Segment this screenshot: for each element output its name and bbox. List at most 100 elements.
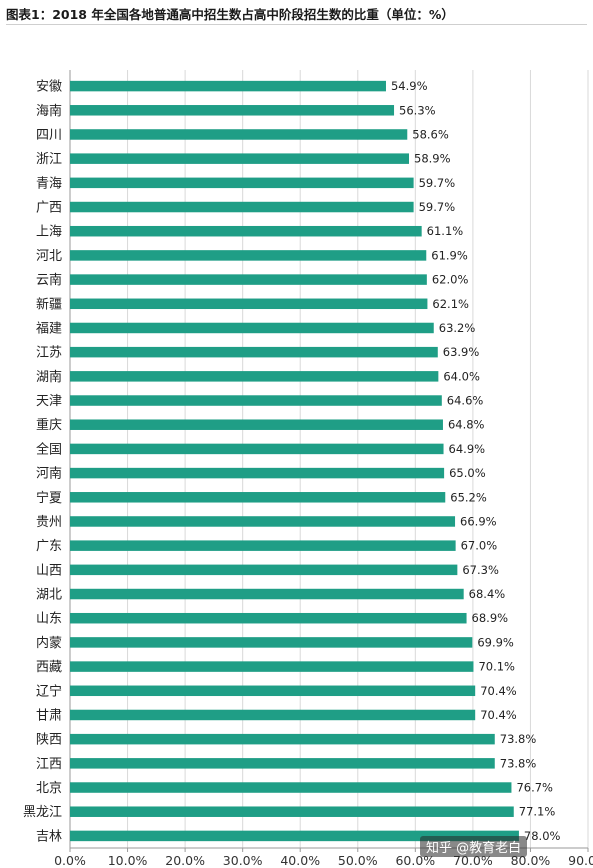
category-label: 黑龙江 <box>23 805 62 820</box>
data-label: 61.1% <box>427 224 464 238</box>
category-label: 湖南 <box>36 369 62 385</box>
data-label: 77.1% <box>519 805 556 819</box>
category-label: 湖北 <box>36 588 62 603</box>
category-label: 北京 <box>36 781 62 796</box>
data-label: 54.9% <box>391 79 428 93</box>
category-label: 江西 <box>36 757 62 772</box>
category-label: 全国 <box>36 441 62 457</box>
x-tick-label: 30.0% <box>223 853 263 868</box>
title-divider <box>6 24 587 25</box>
category-label: 上海 <box>36 225 62 240</box>
category-label: 重庆 <box>36 417 62 433</box>
x-tick-label: 10.0% <box>108 853 148 868</box>
bar <box>70 346 438 358</box>
category-label: 宁夏 <box>36 490 62 506</box>
category-label: 江苏 <box>36 345 62 361</box>
source-watermark: 知乎 @教育老白 <box>420 836 528 857</box>
bar <box>70 516 456 527</box>
category-label: 辽宁 <box>36 683 62 699</box>
data-label: 64.6% <box>447 394 484 408</box>
bar <box>70 201 414 213</box>
data-label: 56.3% <box>399 103 436 117</box>
bar <box>70 395 442 406</box>
bar <box>70 758 495 769</box>
bar <box>70 298 428 310</box>
bar <box>70 225 422 237</box>
category-label: 新疆 <box>36 296 62 312</box>
bar <box>70 709 476 721</box>
category-label: 福建 <box>36 321 62 336</box>
category-label: 天津 <box>36 394 62 409</box>
bar <box>70 419 443 430</box>
category-label: 山东 <box>36 612 62 627</box>
bar <box>70 129 408 140</box>
data-label: 61.9% <box>431 248 468 262</box>
category-label: 广东 <box>36 539 62 554</box>
bar <box>70 564 458 576</box>
data-label: 64.8% <box>448 418 485 432</box>
data-label: 73.8% <box>500 756 537 770</box>
data-label: 59.7% <box>419 176 456 190</box>
category-label: 内蒙 <box>36 635 62 651</box>
data-label: 68.9% <box>472 611 509 625</box>
data-label: 66.9% <box>460 514 497 528</box>
data-label: 64.0% <box>443 369 480 383</box>
bar <box>70 637 473 648</box>
category-label: 西藏 <box>36 660 62 675</box>
x-tick-label: 90.0% <box>568 853 593 868</box>
bar <box>70 540 456 551</box>
data-label: 78.0% <box>524 829 561 843</box>
x-tick-label: 40.0% <box>280 853 320 868</box>
data-label: 69.9% <box>477 635 514 649</box>
bar <box>70 177 414 189</box>
bar <box>70 80 386 92</box>
category-label: 广西 <box>36 201 62 216</box>
x-tick-label: 50.0% <box>338 853 378 868</box>
bar <box>70 588 464 600</box>
category-label: 贵州 <box>36 515 62 530</box>
data-label: 73.8% <box>500 732 537 746</box>
data-label: 62.0% <box>432 273 469 287</box>
category-label: 河北 <box>36 249 62 264</box>
bar <box>70 733 495 745</box>
bar <box>70 153 410 164</box>
bar <box>70 661 474 672</box>
category-label: 浙江 <box>36 152 62 167</box>
data-label: 63.9% <box>443 345 480 359</box>
data-label: 76.7% <box>516 781 553 795</box>
data-label: 58.6% <box>412 127 449 141</box>
data-label: 64.9% <box>449 442 486 456</box>
bar <box>70 782 512 793</box>
category-label: 云南 <box>36 272 62 288</box>
category-label: 四川 <box>36 128 62 143</box>
bar <box>70 467 445 479</box>
bar <box>70 105 395 116</box>
category-label: 吉林 <box>36 829 62 844</box>
bar <box>70 274 427 285</box>
data-label: 65.0% <box>449 466 486 480</box>
bar <box>70 250 427 261</box>
data-label: 59.7% <box>419 200 456 214</box>
category-label: 甘肃 <box>36 708 62 723</box>
data-label: 62.1% <box>432 297 469 311</box>
bar <box>70 322 434 334</box>
data-label: 70.1% <box>478 660 515 674</box>
category-label: 河南 <box>36 466 62 482</box>
bar <box>70 612 467 624</box>
bar <box>70 492 446 503</box>
category-label: 陕西 <box>36 733 62 748</box>
data-label: 68.4% <box>469 587 506 601</box>
bar <box>70 685 476 697</box>
chart-title: 图表1：2018 年全国各地普通高中招生数占高中阶段招生数的比重（单位：%） <box>6 7 454 22</box>
data-label: 65.2% <box>450 490 487 504</box>
category-label: 海南 <box>36 103 62 119</box>
data-label: 67.3% <box>462 563 499 577</box>
category-label: 安徽 <box>36 80 62 95</box>
x-tick-label: 20.0% <box>165 853 205 868</box>
bar <box>70 806 514 817</box>
data-label: 67.0% <box>461 539 498 553</box>
x-tick-label: 0.0% <box>54 853 86 868</box>
data-label: 70.4% <box>480 708 517 722</box>
data-label: 58.9% <box>414 152 451 166</box>
